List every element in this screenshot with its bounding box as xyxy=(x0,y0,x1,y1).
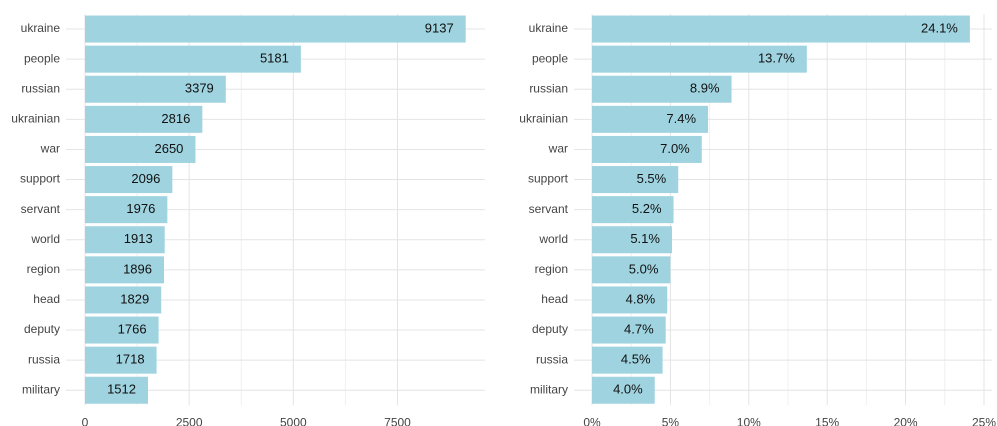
bar xyxy=(592,166,679,194)
y-tick-label: war xyxy=(548,142,568,156)
bar xyxy=(85,135,196,163)
data-label: 7.4% xyxy=(666,111,696,126)
y-tick-label: russia xyxy=(28,352,60,366)
data-label: 4.5% xyxy=(621,352,651,367)
y-tick-label: russian xyxy=(21,81,60,95)
y-tick-label: deputy xyxy=(24,322,60,336)
data-label: 8.9% xyxy=(690,81,720,96)
x-tick-label: 20% xyxy=(894,415,918,426)
bar xyxy=(85,346,157,374)
y-tick-label: region xyxy=(27,262,60,276)
y-tick-label: military xyxy=(530,382,568,396)
data-label: 5181 xyxy=(260,51,289,66)
bar xyxy=(85,196,168,224)
bar xyxy=(85,226,165,254)
bar xyxy=(592,75,732,103)
x-tick-label: 25% xyxy=(972,415,996,426)
data-label: 1512 xyxy=(107,382,136,397)
y-tick-label: people xyxy=(532,51,568,65)
y-tick-label: military xyxy=(22,382,60,396)
data-label: 24.1% xyxy=(921,20,958,35)
x-tick-label: 5% xyxy=(662,415,680,426)
data-label: 1976 xyxy=(126,201,155,216)
bar xyxy=(592,376,655,404)
y-tick-label: russian xyxy=(529,81,568,95)
data-label: 5.0% xyxy=(629,261,659,276)
y-tick-label: people xyxy=(24,51,60,65)
y-tick-label: deputy xyxy=(532,322,568,336)
bar xyxy=(592,316,666,344)
data-label: 13.7% xyxy=(758,51,795,66)
y-tick-label: war xyxy=(40,142,60,156)
y-tick-label: ukraine xyxy=(21,21,61,35)
data-label: 1896 xyxy=(123,261,152,276)
bar xyxy=(85,256,164,284)
y-tick-label: region xyxy=(535,262,568,276)
y-tick-label: head xyxy=(541,292,568,306)
data-label: 2096 xyxy=(131,171,160,186)
y-tick-label: world xyxy=(538,232,568,246)
bar xyxy=(592,346,663,374)
bar xyxy=(592,105,709,133)
y-tick-label: russia xyxy=(536,352,568,366)
bar xyxy=(85,166,173,194)
y-tick-label: ukraine xyxy=(529,21,569,35)
data-label: 2650 xyxy=(154,141,183,156)
data-label: 4.8% xyxy=(626,291,656,306)
data-label: 7.0% xyxy=(660,141,690,156)
data-label: 4.0% xyxy=(613,382,643,397)
bar xyxy=(592,135,702,163)
bar xyxy=(592,45,807,73)
bar xyxy=(592,256,671,284)
bar xyxy=(592,286,668,314)
y-tick-label: world xyxy=(30,232,60,246)
data-label: 3379 xyxy=(185,81,214,96)
x-tick-label: 2500 xyxy=(176,415,203,426)
data-label: 1829 xyxy=(120,291,149,306)
x-tick-label: 0 xyxy=(82,415,89,426)
bar xyxy=(85,75,226,103)
bar xyxy=(592,226,672,254)
data-label: 5.1% xyxy=(630,231,660,246)
data-label: 4.7% xyxy=(624,321,654,336)
data-label: 9137 xyxy=(425,20,454,35)
data-label: 1913 xyxy=(124,231,153,246)
data-label: 1718 xyxy=(116,352,145,367)
data-label: 2816 xyxy=(161,111,190,126)
data-label: 1766 xyxy=(118,321,147,336)
bar xyxy=(592,196,674,224)
x-tick-label: 0% xyxy=(583,415,601,426)
y-tick-label: support xyxy=(20,172,61,186)
data-label: 5.2% xyxy=(632,201,662,216)
bar xyxy=(85,286,162,314)
bar xyxy=(85,15,466,43)
bar xyxy=(85,45,301,73)
bar xyxy=(592,15,970,43)
y-tick-label: ukrainian xyxy=(519,112,568,126)
y-tick-label: ukrainian xyxy=(11,112,60,126)
bar xyxy=(85,105,203,133)
y-tick-label: head xyxy=(33,292,60,306)
bar xyxy=(85,316,159,344)
x-tick-label: 7500 xyxy=(384,415,411,426)
x-tick-label: 5000 xyxy=(280,415,307,426)
y-tick-label: servant xyxy=(529,202,569,216)
bar xyxy=(85,376,148,404)
y-tick-label: support xyxy=(528,172,569,186)
x-tick-label: 15% xyxy=(815,415,839,426)
y-tick-label: servant xyxy=(21,202,61,216)
data-label: 5.5% xyxy=(637,171,667,186)
x-tick-label: 10% xyxy=(737,415,761,426)
